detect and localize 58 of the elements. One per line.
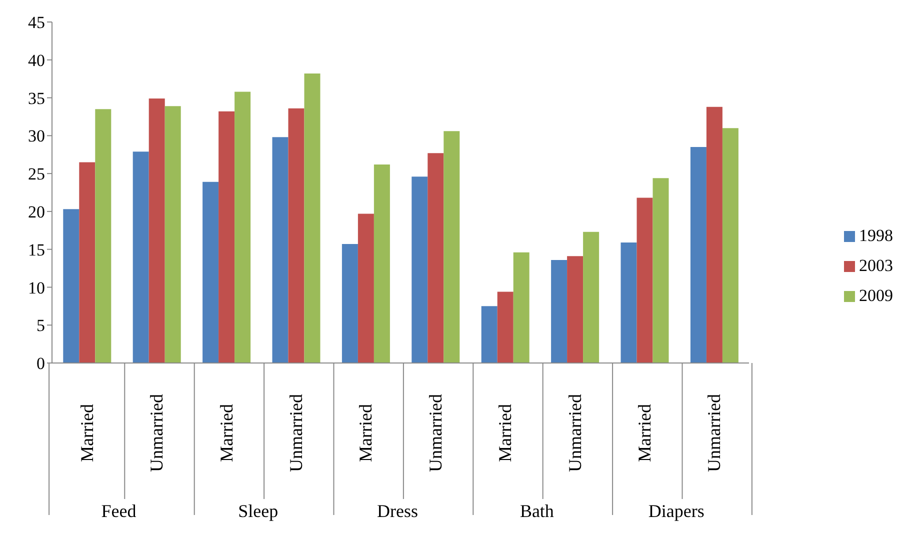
bar (620, 242, 637, 363)
y-tick-label: 15 (28, 240, 45, 260)
y-tick-label: 0 (36, 354, 45, 374)
bar (690, 147, 706, 363)
bar (132, 152, 149, 363)
x-tick-label: Married (495, 404, 516, 462)
y-tick-label: 35 (28, 88, 45, 108)
y-tick-label: 25 (28, 164, 45, 184)
bar (636, 198, 653, 363)
bar (218, 111, 235, 363)
bar (652, 178, 669, 363)
x-tick-label: Married (216, 404, 236, 462)
y-tick-label: 45 (28, 13, 45, 32)
text: Feed (101, 501, 136, 521)
bar (202, 182, 219, 363)
bar (428, 153, 444, 363)
bar (722, 128, 738, 363)
legend-label: 2003 (859, 256, 893, 274)
y-tick-label: 10 (28, 278, 45, 298)
bar (358, 214, 374, 363)
bar (304, 74, 320, 363)
x-tick-label: Unmarried (704, 394, 724, 472)
x-tick-label: Unmarried (564, 394, 585, 472)
x-tick-label: Married (634, 404, 654, 462)
bar (567, 256, 584, 363)
bar (551, 260, 568, 363)
x-tick-label: Married (356, 404, 376, 462)
text: Bath (520, 501, 554, 521)
bar (342, 244, 358, 363)
text: Diapers (648, 501, 704, 521)
x-tick-label: Unmarried (146, 394, 167, 472)
bar (288, 108, 304, 363)
legend-label: 2009 (859, 286, 893, 304)
bar (79, 162, 96, 363)
bar (148, 98, 165, 363)
bar (513, 252, 530, 363)
bar (412, 176, 428, 363)
bar (583, 232, 600, 363)
bar (63, 209, 80, 363)
bar (444, 131, 460, 363)
x-tick-label: Unmarried (286, 394, 306, 472)
bar (706, 106, 722, 363)
legend-label: 1998 (859, 226, 893, 244)
y-tick-label: 30 (28, 126, 45, 146)
x-tick-label: Unmarried (425, 394, 446, 472)
y-tick-label: 20 (28, 202, 45, 222)
bar (164, 106, 181, 363)
y-tick-label: 40 (28, 50, 45, 70)
x-tick-label: Married (76, 404, 97, 462)
bar (272, 137, 288, 363)
bar (234, 92, 251, 363)
bar (481, 306, 498, 363)
bar (95, 109, 112, 363)
y-tick-label: 5 (36, 316, 45, 336)
bar (374, 164, 390, 363)
bar (497, 292, 514, 363)
text: Sleep (238, 501, 278, 521)
text: Dress (377, 501, 418, 521)
